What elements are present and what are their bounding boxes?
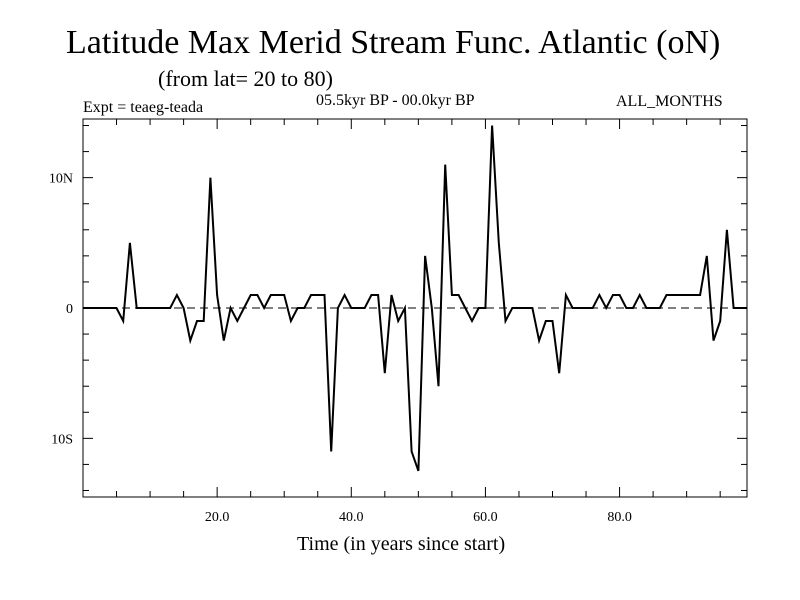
y-tick-label: 10S <box>51 432 73 447</box>
y-tick-label: 10N <box>49 172 73 187</box>
months-label: ALL_MONTHS <box>616 93 723 110</box>
experiment-label: Expt = teaeg-teada <box>83 99 204 116</box>
chart-subtitle: (from lat= 20 to 80) <box>158 66 333 91</box>
x-tick-label: 80.0 <box>607 510 632 525</box>
y-tick-label: 0 <box>66 302 73 317</box>
x-tick-label: 60.0 <box>473 510 498 525</box>
series-line <box>83 125 747 472</box>
x-tick-label: 20.0 <box>205 510 230 525</box>
x-tick-label: 40.0 <box>339 510 364 525</box>
period-label: 05.5kyr BP - 00.0kyr BP <box>316 92 475 109</box>
x-axis-label: Time (in years since start) <box>297 533 506 555</box>
chart-title: Latitude Max Merid Stream Func. Atlantic… <box>66 24 721 61</box>
